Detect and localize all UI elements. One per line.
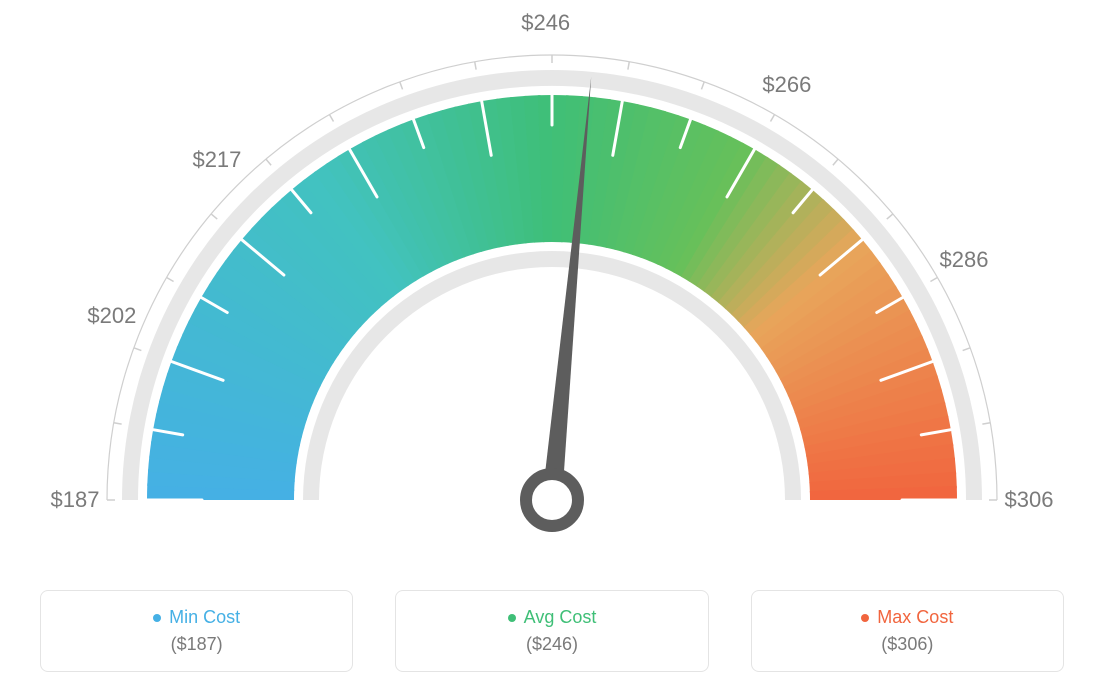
legend-title-max: Max Cost	[861, 607, 953, 628]
gauge-chart: $187 $202 $217 $246 $266 $286 $306	[0, 0, 1104, 560]
gauge-tick-label: $217	[192, 147, 241, 173]
legend-label-max: Max Cost	[877, 607, 953, 628]
legend-title-avg: Avg Cost	[508, 607, 597, 628]
legend-card-min: Min Cost ($187)	[40, 590, 353, 672]
legend-dot-icon	[508, 614, 516, 622]
legend-label-avg: Avg Cost	[524, 607, 597, 628]
legend-dot-icon	[153, 614, 161, 622]
legend-dot-icon	[861, 614, 869, 622]
gauge-tick-label: $286	[940, 247, 989, 273]
gauge-tick-label: $266	[762, 72, 811, 98]
legend-title-min: Min Cost	[153, 607, 240, 628]
gauge-tick-label: $246	[521, 10, 570, 36]
legend-value-avg: ($246)	[526, 634, 578, 655]
legend-value-max: ($306)	[881, 634, 933, 655]
gauge-tick-label: $187	[51, 487, 100, 513]
gauge-tick-label: $202	[87, 303, 136, 329]
legend-card-avg: Avg Cost ($246)	[395, 590, 708, 672]
legend-row: Min Cost ($187) Avg Cost ($246) Max Cost…	[0, 590, 1104, 672]
legend-label-min: Min Cost	[169, 607, 240, 628]
gauge-svg	[0, 0, 1104, 560]
legend-value-min: ($187)	[171, 634, 223, 655]
gauge-tick-label: $306	[1005, 487, 1054, 513]
legend-card-max: Max Cost ($306)	[751, 590, 1064, 672]
